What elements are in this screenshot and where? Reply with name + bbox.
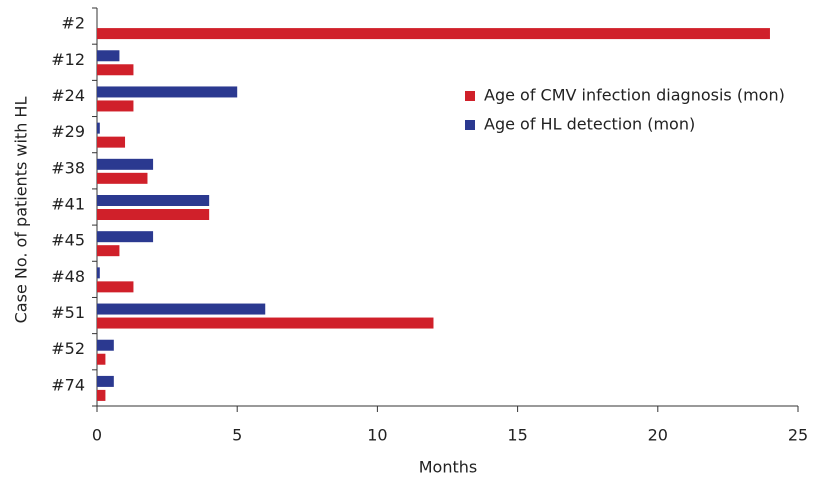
x-tick-label: 10 bbox=[367, 426, 387, 445]
bar bbox=[97, 86, 238, 98]
bar bbox=[97, 231, 154, 243]
x-tick-label: 20 bbox=[648, 426, 668, 445]
bar bbox=[97, 209, 210, 220]
bar bbox=[97, 317, 434, 329]
bar bbox=[97, 122, 100, 134]
y-tick-label: #51 bbox=[51, 303, 85, 322]
bar bbox=[97, 353, 106, 365]
bar bbox=[97, 28, 770, 40]
x-axis-label: Months bbox=[419, 458, 477, 477]
bar bbox=[97, 267, 100, 279]
bar bbox=[97, 64, 134, 76]
y-tick-label: #52 bbox=[51, 339, 85, 358]
x-tick-label: 15 bbox=[507, 426, 527, 445]
y-tick-label: #48 bbox=[51, 267, 85, 286]
bar bbox=[97, 245, 120, 257]
bar bbox=[97, 195, 210, 206]
y-tick-label: #2 bbox=[61, 14, 85, 33]
bar bbox=[97, 50, 120, 62]
y-tick-label: #41 bbox=[51, 195, 85, 214]
y-tick-label: #45 bbox=[51, 231, 85, 250]
y-tick-label: #38 bbox=[51, 158, 85, 177]
bar bbox=[97, 389, 106, 401]
y-tick-label: #24 bbox=[51, 86, 85, 105]
y-tick-label: #12 bbox=[51, 50, 85, 69]
bar bbox=[97, 303, 266, 315]
y-tick-label: #29 bbox=[51, 122, 85, 141]
bar bbox=[97, 100, 134, 112]
bar bbox=[97, 281, 134, 293]
bar bbox=[97, 136, 126, 148]
bar bbox=[97, 339, 114, 351]
legend-swatch bbox=[465, 120, 475, 130]
bar bbox=[97, 158, 154, 170]
legend-label: Age of HL detection (mon) bbox=[484, 115, 695, 134]
bar bbox=[97, 375, 114, 387]
x-tick-label: 0 bbox=[92, 426, 102, 445]
legend-label: Age of CMV infection diagnosis (mon) bbox=[484, 86, 785, 105]
x-tick-label: 25 bbox=[788, 426, 808, 445]
y-tick-label: #74 bbox=[51, 375, 85, 394]
bar bbox=[97, 172, 148, 184]
y-axis-label: Case No. of patients with HL bbox=[12, 97, 31, 324]
x-tick-label: 5 bbox=[232, 426, 242, 445]
legend-swatch bbox=[465, 91, 475, 101]
